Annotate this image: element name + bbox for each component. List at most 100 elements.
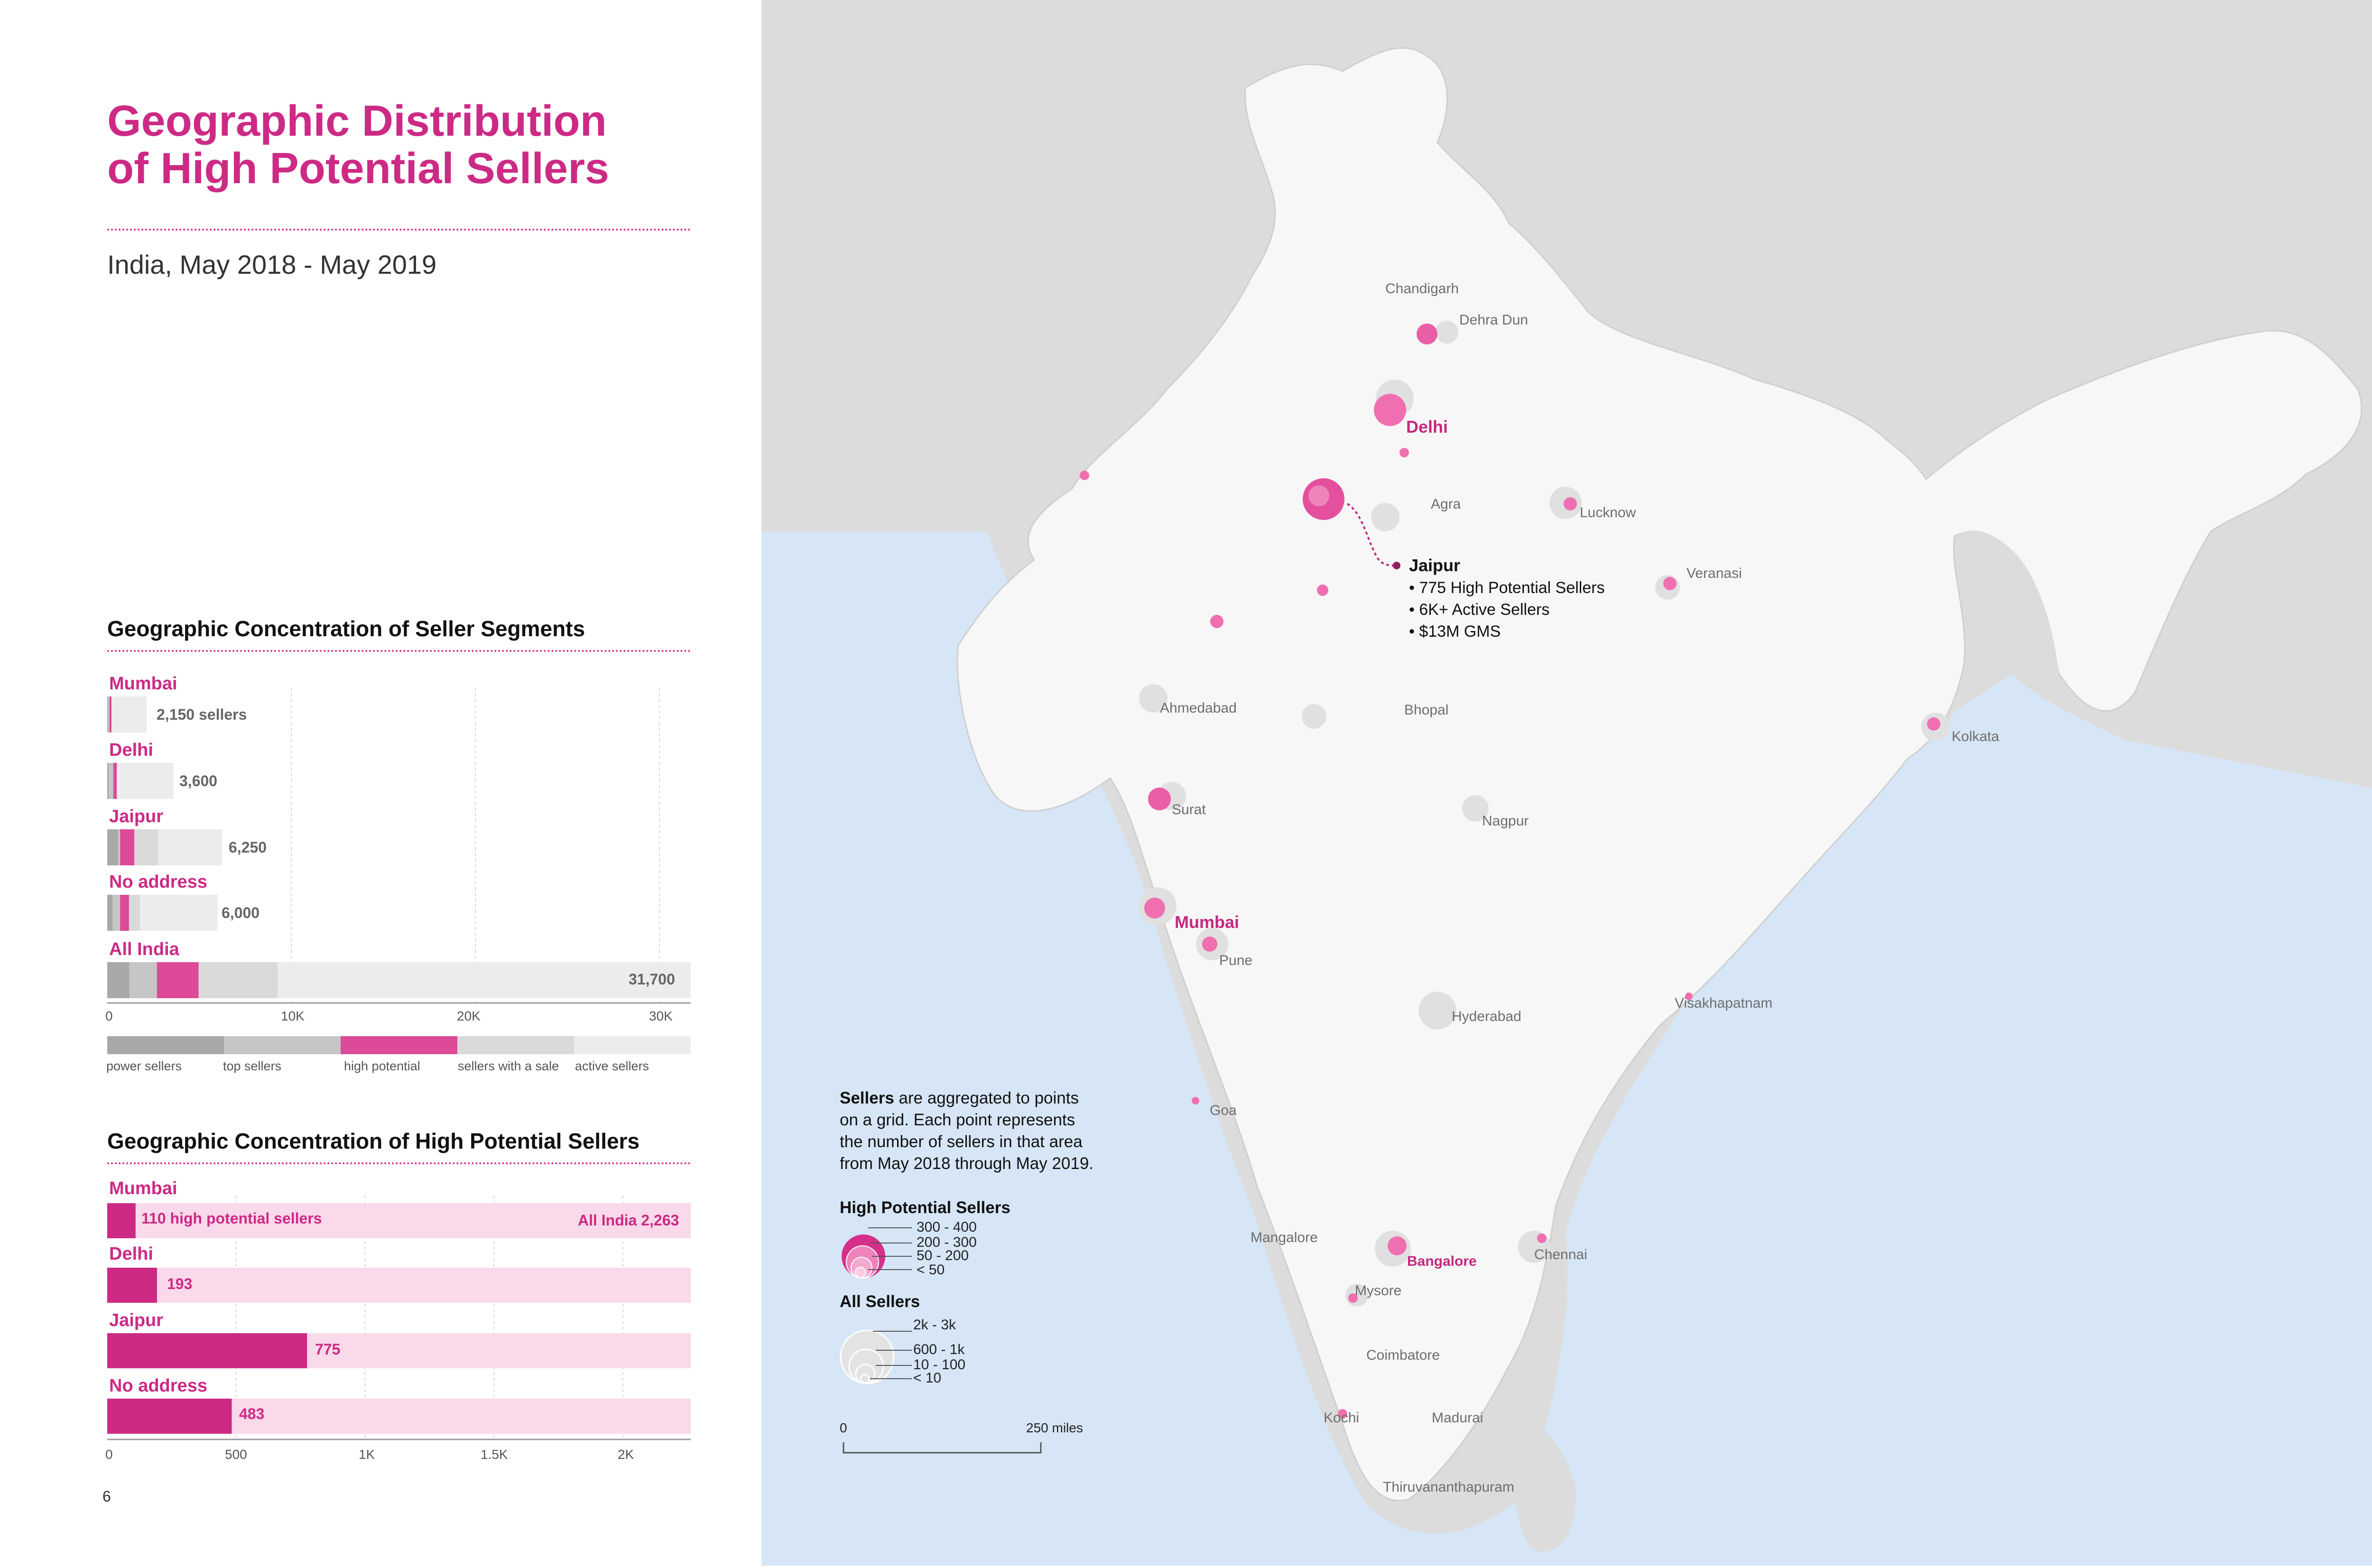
sellers-with-sale-segment <box>129 895 140 931</box>
legend-all-item: < 10 <box>913 1370 942 1386</box>
legend-active-sellers: active sellers <box>575 1059 649 1073</box>
active-sellers-segment <box>117 763 174 799</box>
high-potential-point <box>1685 993 1693 1000</box>
legend-hp-item: 200 - 300 <box>917 1234 977 1250</box>
legend-hp-title: High Potential Sellers <box>840 1198 1010 1217</box>
high-potential-point <box>1148 788 1171 810</box>
hp-label-mumbai: Mumbai <box>109 1178 177 1198</box>
high-potential-point <box>1564 497 1577 510</box>
hp-label-delhi: Delhi <box>109 1244 153 1264</box>
segment-value-jaipur: 6,250 <box>229 839 267 856</box>
page-subtitle: India, May 2018 - May 2019 <box>107 250 437 279</box>
hp-x-tick: 1.5K <box>481 1447 508 1462</box>
segments-chart-title: Geographic Concentration of Seller Segme… <box>107 616 585 641</box>
legend-power-sellers: power sellers <box>106 1059 182 1073</box>
segment-label-all-india: All India <box>109 939 179 959</box>
sellers-with-sale-segment <box>198 962 278 998</box>
city-coimbatore: Coimbatore <box>1366 1347 1440 1363</box>
top-sellers-segment <box>109 763 113 799</box>
legend-all-title: All Sellers <box>840 1292 920 1311</box>
high-potential-point <box>1202 937 1217 952</box>
legend-top-sellers: top sellers <box>223 1059 282 1073</box>
callout-point <box>1393 562 1400 569</box>
high-potential-segment <box>120 895 129 931</box>
city-surat: Surat <box>1172 802 1206 817</box>
city-ahmedabad: Ahmedabad <box>1160 700 1237 716</box>
hp-bar <box>107 1268 157 1303</box>
high-potential-point <box>1537 1234 1547 1243</box>
hp-total-all-india: All India 2,263 <box>578 1212 679 1229</box>
scale-end: 250 miles <box>1026 1420 1083 1435</box>
city-hyderabad: Hyderabad <box>1452 1009 1521 1024</box>
callout-leader <box>1346 503 1395 566</box>
hp-title-divider <box>107 1162 691 1164</box>
high-potential-point <box>1388 1236 1407 1255</box>
scale-bar <box>843 1442 1042 1454</box>
legend-swatch <box>341 1036 457 1054</box>
segment-label-no-address: No address <box>109 872 207 892</box>
map-note-line: from May 2018 through May 2019. <box>840 1154 1094 1173</box>
high-potential-point <box>1374 394 1406 426</box>
map-note-bold: Sellers <box>840 1089 894 1107</box>
title-line-1: Geographic Distribution <box>107 97 607 145</box>
hp-bar-track <box>107 1203 691 1238</box>
all-sellers-point <box>1139 684 1167 713</box>
city-delhi: Delhi <box>1406 417 1448 436</box>
city-kolkata: Kolkata <box>1952 729 1999 744</box>
legend-hp-item: 300 - 400 <box>917 1219 977 1235</box>
segment-x-tick: 10K <box>281 1009 305 1023</box>
all-sellers-point <box>1436 321 1458 343</box>
segment-x-tick: 30K <box>649 1009 673 1023</box>
ocean-area <box>761 531 2372 1566</box>
bangladesh <box>1957 530 2059 675</box>
callout-bullet: • 6K+ Active Sellers <box>1409 601 1549 619</box>
segment-value-mumbai: 2,150 sellers <box>157 706 247 723</box>
legend-swatch <box>457 1036 574 1054</box>
callout-bullet: • 775 High Potential Sellers <box>1409 579 1605 597</box>
hp-bar <box>107 1203 136 1238</box>
top-sellers-segment <box>118 829 120 865</box>
city-thiruvananthapuram: Thiruvananthapuram <box>1383 1479 1514 1495</box>
sellers-with-sale-segment <box>134 829 158 865</box>
hp-chart-title: Geographic Concentration of High Potenti… <box>107 1129 640 1153</box>
callout-title: Jaipur <box>1409 556 1460 575</box>
high-potential-segment <box>113 763 117 799</box>
city-madurai: Madurai <box>1432 1410 1483 1426</box>
high-potential-point <box>1348 1293 1358 1303</box>
hp-bar-track <box>107 1268 691 1303</box>
legend-all-item: 600 - 1k <box>913 1342 965 1357</box>
scale-start: 0 <box>840 1420 847 1435</box>
high-potential-segment <box>157 962 199 998</box>
power-sellers-segment <box>107 962 130 998</box>
hp-label-jaipur: Jaipur <box>109 1310 164 1330</box>
high-potential-point <box>1210 615 1223 628</box>
high-potential-point <box>1927 717 1940 731</box>
high-potential-point <box>1308 485 1329 506</box>
city-goa: Goa <box>1210 1103 1237 1118</box>
legend-hp-circle-lt-50 <box>855 1267 866 1278</box>
high-potential-point <box>1317 585 1328 596</box>
page-number: 6 <box>102 1488 111 1505</box>
city-kochi: Kochi <box>1324 1410 1359 1426</box>
high-potential-point <box>1417 324 1437 344</box>
legend-all-item: 2k - 3k <box>913 1317 956 1333</box>
high-potential-point <box>1080 471 1089 480</box>
hp-x-tick: 1K <box>359 1447 375 1462</box>
hp-bar <box>107 1399 232 1434</box>
high-potential-point <box>1399 448 1409 457</box>
city-visakhapatnam: Visakhapatnam <box>1675 995 1772 1011</box>
map-canvas: Chandigarh Dehra Dun Delhi Agra Lucknow … <box>761 47 2372 1566</box>
active-sellers-segment <box>140 895 218 931</box>
hp-x-tick: 2K <box>618 1447 634 1462</box>
high-potential-point <box>1663 577 1677 590</box>
top-sellers-segment <box>112 895 120 931</box>
segment-label-delhi: Delhi <box>109 740 153 760</box>
all-sellers-point <box>1462 795 1489 822</box>
legend-hp-item: < 50 <box>917 1262 945 1278</box>
hp-value-delhi: 193 <box>167 1275 193 1292</box>
active-sellers-segment <box>278 962 691 998</box>
high-potential-point <box>1144 898 1165 919</box>
all-sellers-point <box>1371 503 1399 531</box>
power-sellers-segment <box>107 829 119 865</box>
legend-hp-item: 50 - 200 <box>917 1248 969 1263</box>
